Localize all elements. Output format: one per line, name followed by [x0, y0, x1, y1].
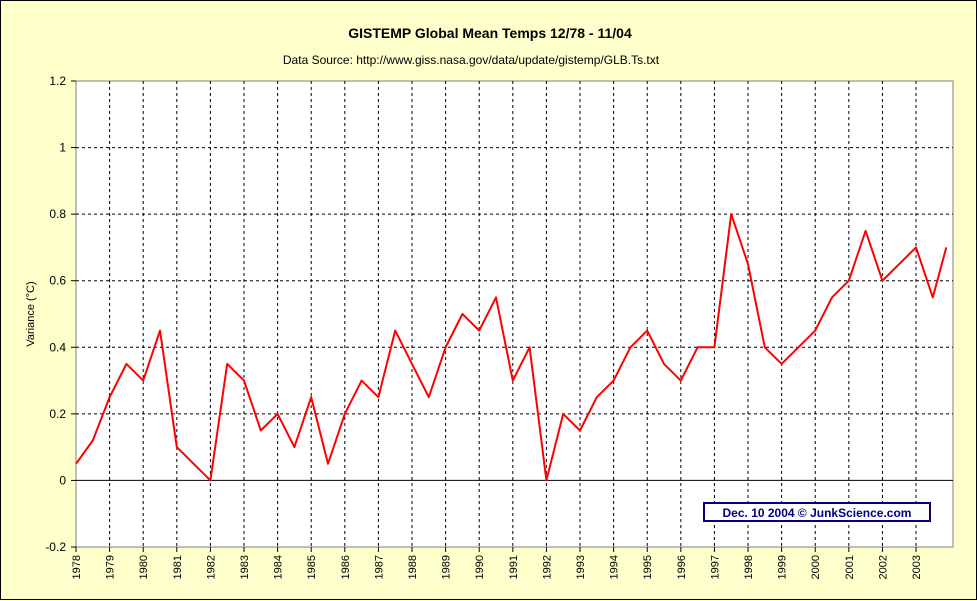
x-tick-label: 1996 — [676, 555, 688, 579]
copyright-text: Dec. 10 2004 © JunkScience.com — [723, 506, 912, 520]
x-tick-label: 1988 — [407, 555, 419, 579]
y-tick-label: 0.8 — [49, 207, 66, 221]
x-tick-label: 1998 — [743, 555, 755, 579]
y-tick-label: -0.2 — [45, 540, 66, 554]
x-tick-label: 1980 — [138, 555, 150, 579]
x-tick-label: 2000 — [810, 555, 822, 579]
x-tick-label: 1995 — [642, 555, 654, 579]
y-tick-label: 0.2 — [49, 407, 66, 421]
x-tick-label: 1991 — [508, 555, 520, 579]
x-tick-label: 1983 — [239, 555, 251, 579]
x-tick-label: 1992 — [541, 555, 553, 579]
x-tick-label: 1981 — [172, 555, 184, 579]
copyright-stamp: Dec. 10 2004 © JunkScience.com — [703, 502, 931, 522]
y-axis-ticks: 1.2 1 0.8 0.6 0.4 0.2 0 -0.2 — [45, 74, 76, 554]
y-tick-label: 1.2 — [49, 74, 66, 88]
chart-subtitle: Data Source: http://www.giss.nasa.gov/da… — [283, 53, 660, 67]
x-tick-label: 1993 — [575, 555, 587, 579]
x-tick-label: 1985 — [306, 555, 318, 579]
y-tick-label: 0.4 — [49, 340, 66, 354]
y-tick-label: 1 — [59, 141, 66, 155]
plot-area — [75, 80, 954, 548]
x-tick-label: 2002 — [877, 555, 889, 579]
x-axis-ticks: 1978 1979 1980 1981 1982 1983 1984 1985 1986 1987… — [71, 547, 923, 579]
x-tick-label: 1978 — [71, 555, 83, 579]
horizontal-gridlines — [76, 147, 953, 415]
x-tick-label: 1989 — [441, 555, 453, 579]
x-tick-label: 2001 — [844, 555, 856, 579]
chart-title: GISTEMP Global Mean Temps 12/78 - 11/04 — [348, 25, 632, 41]
x-tick-label: 1994 — [609, 555, 621, 579]
x-tick-label: 1999 — [777, 555, 789, 579]
x-tick-label: 1990 — [474, 555, 486, 579]
y-axis-label: Variance (°C) — [25, 281, 37, 346]
x-tick-label: 1986 — [340, 555, 352, 579]
x-tick-label: 1987 — [373, 555, 385, 579]
x-tick-label: 1979 — [105, 555, 117, 579]
x-tick-label: 1997 — [709, 555, 721, 579]
y-tick-label: 0.6 — [49, 274, 66, 288]
x-tick-label: 1982 — [205, 555, 217, 579]
y-tick-label: 0 — [59, 473, 66, 487]
x-tick-label: 1984 — [273, 555, 285, 579]
x-tick-label: 2003 — [911, 555, 923, 579]
series-line — [75, 213, 948, 482]
